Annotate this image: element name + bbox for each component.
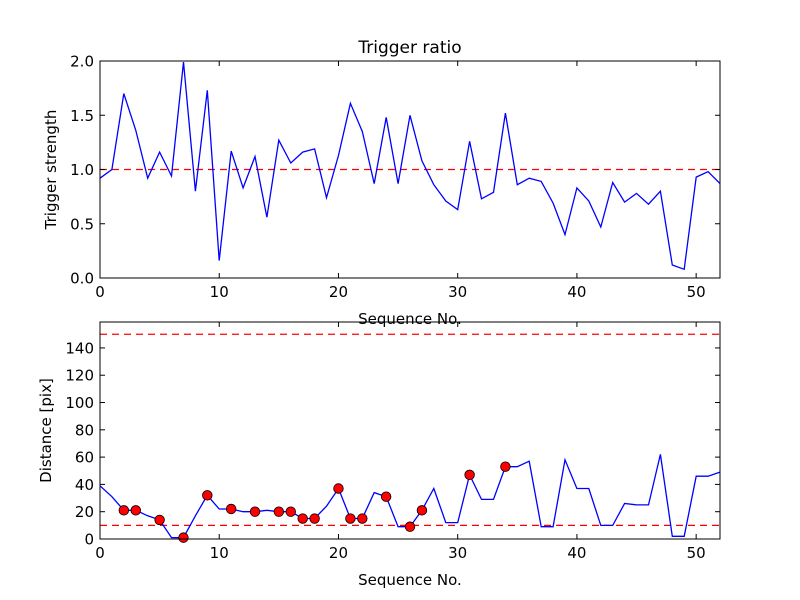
data-point-marker xyxy=(309,513,320,524)
y-tick-label: 140 xyxy=(65,339,94,357)
y-axis-label: Distance [pix] xyxy=(37,378,55,483)
y-tick-label: 120 xyxy=(65,367,94,385)
y-tick-label: 0.0 xyxy=(70,270,94,288)
axis-ticks: 0 10 20 30 40 50 0.0 0.5 1.0 1.5 2.0 xyxy=(70,53,720,301)
y-tick-label: 20 xyxy=(75,503,94,521)
data-point-marker xyxy=(225,503,237,515)
data-point-marker xyxy=(202,490,213,501)
data-point-marker xyxy=(416,505,428,516)
x-tick-label: 0 xyxy=(95,544,105,562)
data-point-marker xyxy=(333,483,344,494)
data-point-marker xyxy=(118,505,130,516)
x-tick-label: 0 xyxy=(95,283,105,301)
x-axis-label: Sequence No. xyxy=(358,571,462,589)
data-point-marker xyxy=(500,461,511,472)
y-tick-label: 2.0 xyxy=(70,53,94,71)
y-axis-label: Trigger strength xyxy=(42,110,60,231)
data-point-marker xyxy=(249,506,261,517)
y-tick-label: 60 xyxy=(75,449,94,467)
y-tick-label: 80 xyxy=(75,421,94,439)
data-point-marker xyxy=(154,514,165,526)
x-tick-label: 50 xyxy=(687,544,706,562)
chart-title: Trigger ratio xyxy=(357,38,461,58)
y-tick-label: 100 xyxy=(65,394,94,412)
x-tick-label: 10 xyxy=(210,544,229,562)
data-point-marker xyxy=(178,532,189,543)
series-markers xyxy=(118,461,511,543)
x-tick-label: 50 xyxy=(687,283,706,301)
y-tick-label: 1.5 xyxy=(70,107,94,125)
data-point-marker xyxy=(345,513,356,524)
data-point-marker xyxy=(273,506,285,517)
y-tick-label: 40 xyxy=(75,476,94,494)
x-tick-label: 40 xyxy=(567,544,586,562)
x-tick-label: 30 xyxy=(448,283,467,301)
y-tick-label: 0.5 xyxy=(70,215,94,233)
reference-lines xyxy=(100,333,720,527)
y-tick-label: 1.0 xyxy=(70,161,94,179)
data-point-marker xyxy=(464,469,475,481)
series-line-trigger-strength xyxy=(99,62,721,271)
data-point-marker xyxy=(357,513,368,524)
data-point-marker xyxy=(130,505,141,516)
x-tick-label: 30 xyxy=(448,544,467,562)
distance-plot: 0 10 20 30 40 50 0 20 40 60 80 100 120 140 Sequence N… xyxy=(37,321,721,589)
x-axis-label: Sequence No. xyxy=(358,310,462,328)
x-tick-label: 10 xyxy=(210,283,229,301)
x-tick-label: 20 xyxy=(329,283,348,301)
series-lines xyxy=(99,62,721,271)
x-tick-label: 40 xyxy=(567,283,586,301)
data-point-marker xyxy=(404,521,416,532)
plot-frame xyxy=(99,321,721,540)
x-tick-label: 20 xyxy=(329,544,348,562)
y-tick-label: 0 xyxy=(84,531,94,549)
data-point-marker xyxy=(297,513,308,524)
data-point-marker xyxy=(380,491,392,502)
data-point-marker xyxy=(285,506,296,517)
axis-ticks: 0 10 20 30 40 50 0 20 40 60 80 100 120 140 xyxy=(65,322,720,562)
trigger-ratio-plot: 0 10 20 30 40 50 0.0 0.5 1.0 1.5 2.0 Trigger ratio… xyxy=(42,38,721,328)
